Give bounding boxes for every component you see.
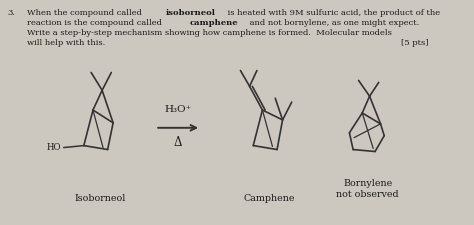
Text: Isoborneol: Isoborneol — [74, 194, 126, 203]
Text: HO: HO — [46, 143, 61, 152]
Text: [5 pts]: [5 pts] — [401, 39, 428, 47]
Text: camphene: camphene — [190, 19, 238, 27]
Text: 3.: 3. — [7, 9, 15, 17]
Text: Camphene: Camphene — [244, 194, 295, 203]
Text: Δ: Δ — [174, 136, 182, 149]
Text: Bornylene: Bornylene — [343, 179, 392, 188]
Text: will help with this.: will help with this. — [27, 39, 105, 47]
Text: not observed: not observed — [337, 190, 399, 199]
Text: and not bornylene, as one might expect.: and not bornylene, as one might expect. — [247, 19, 419, 27]
Text: H₃O⁺: H₃O⁺ — [164, 105, 191, 114]
Text: When the compound called: When the compound called — [27, 9, 145, 17]
Text: Write a step-by-step mechanism showing how camphene is formed.  Molecular models: Write a step-by-step mechanism showing h… — [27, 29, 392, 37]
Text: is heated with 9M sulfuric acid, the product of the: is heated with 9M sulfuric acid, the pro… — [225, 9, 440, 17]
Text: reaction is the compound called: reaction is the compound called — [27, 19, 164, 27]
Text: isoborneol: isoborneol — [166, 9, 216, 17]
